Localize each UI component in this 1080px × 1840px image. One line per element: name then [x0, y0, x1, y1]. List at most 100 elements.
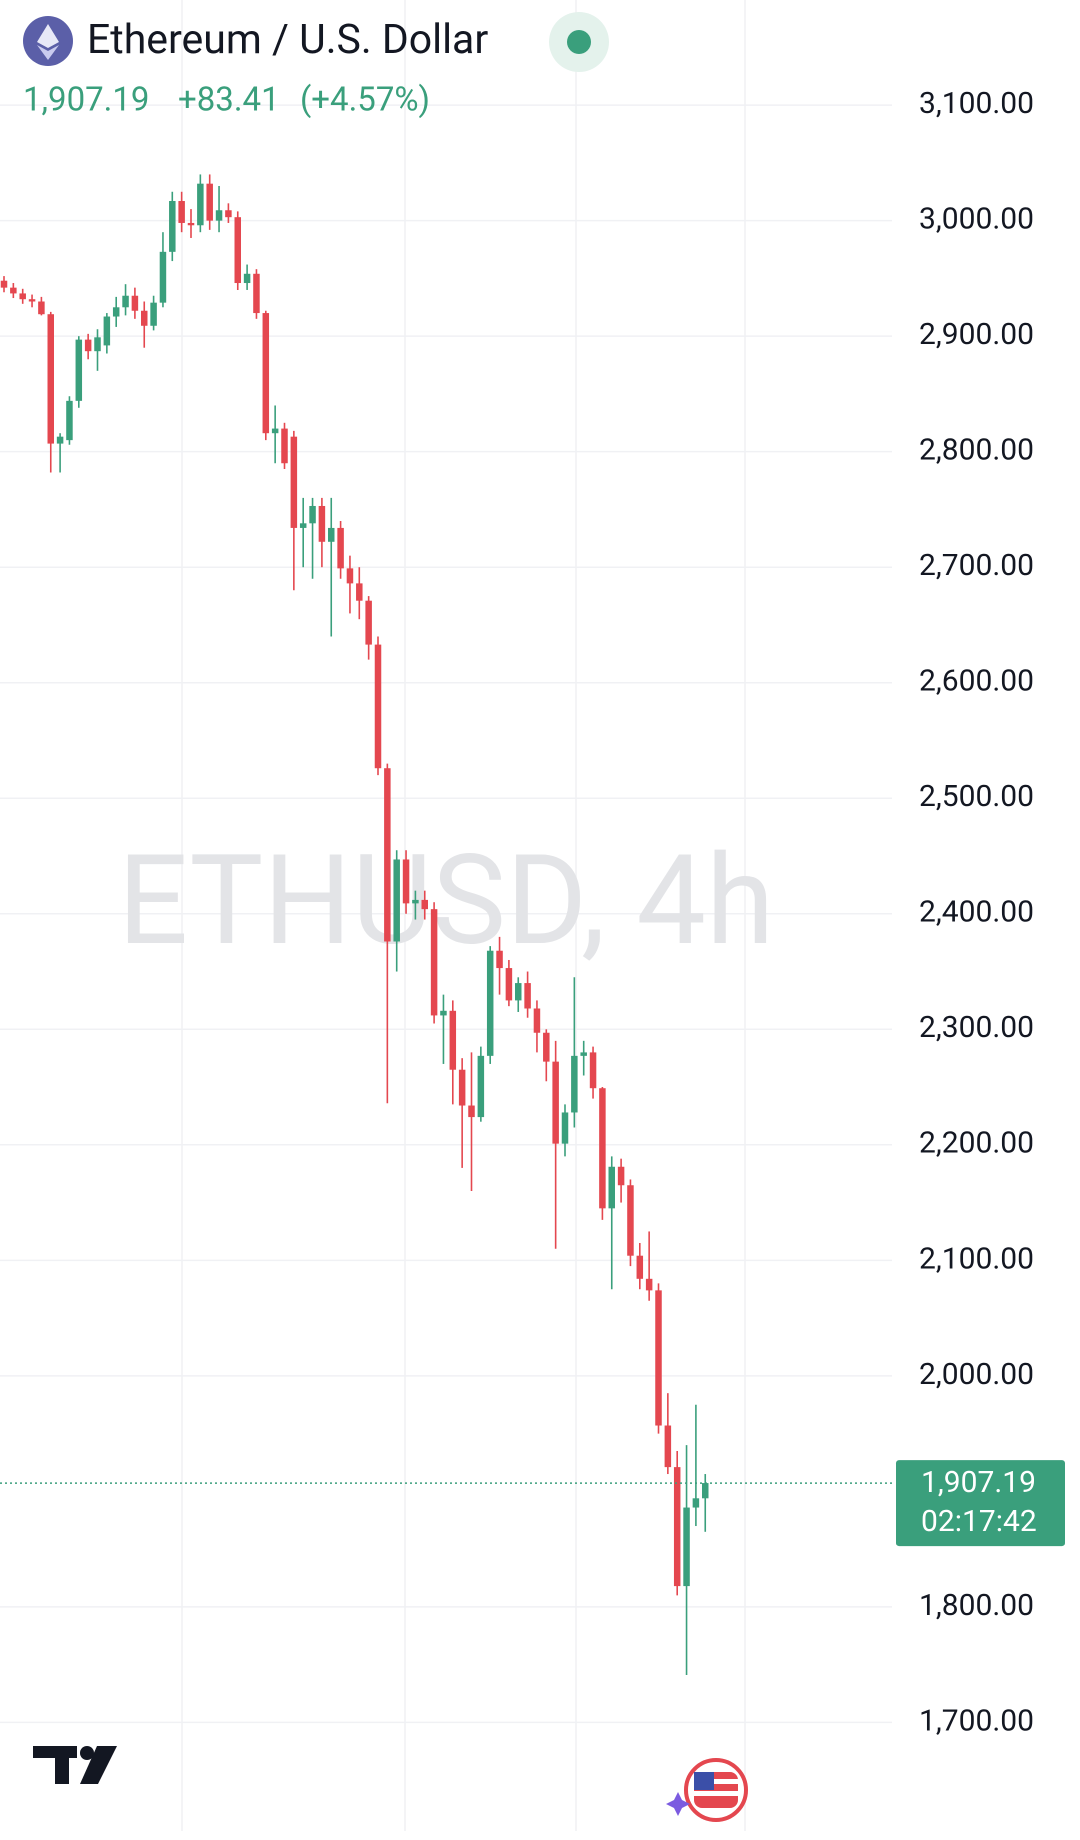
candle-body: [608, 1166, 615, 1209]
candle-body: [486, 950, 494, 1056]
candle-body: [131, 295, 139, 311]
candle-body: [571, 1055, 578, 1113]
candle-body: [215, 210, 223, 221]
candle-body: [505, 968, 513, 1001]
candle-body: [440, 1010, 447, 1016]
candle-body: [169, 201, 176, 252]
header: Ethereum / U.S. Dollar 1,907.19 +83.41 (…: [23, 12, 609, 120]
y-tick-label: 1,700.00: [919, 1703, 1034, 1738]
candle-body: [337, 527, 344, 569]
candle-body: [19, 293, 26, 300]
candle-body: [75, 339, 83, 401]
candle-body: [412, 899, 419, 904]
candle-body: [692, 1498, 700, 1508]
candle-body: [38, 301, 45, 315]
candles: [0, 174, 709, 1676]
y-tick-label: 2,800.00: [919, 433, 1034, 468]
candle-body: [515, 983, 522, 1001]
candle-body: [589, 1052, 597, 1089]
candle-body: [365, 600, 372, 645]
candle-body: [318, 505, 326, 542]
candle-body: [374, 644, 382, 769]
candle-body: [664, 1425, 672, 1468]
candle-body: [253, 273, 260, 314]
candle-body: [645, 1278, 653, 1291]
candle-body: [28, 299, 36, 302]
candle-body: [234, 217, 241, 284]
logo-part: [80, 1746, 117, 1784]
candle-body: [66, 400, 73, 441]
candle-body: [543, 1032, 550, 1062]
y-tick-label: 2,900.00: [919, 317, 1034, 352]
candle-body: [356, 583, 363, 601]
candle-body: [655, 1290, 662, 1426]
candle-body: [402, 859, 410, 904]
candle-body: [636, 1255, 644, 1279]
last-price-label: 1,907.19: [921, 1465, 1036, 1500]
flag-icon[interactable]: [666, 1758, 748, 1822]
candle-body: [0, 280, 8, 288]
candle-body: [580, 1052, 587, 1056]
price-axis: 1,700.00 1,800.00 2,000.00 2,100.00 2,200.00…: [919, 86, 1034, 1738]
status-dot: [567, 30, 591, 54]
candle-body: [673, 1467, 681, 1587]
candle-body: [178, 201, 185, 223]
y-tick-label: 2,100.00: [919, 1241, 1034, 1276]
candle-body: [225, 210, 232, 218]
candle-body: [477, 1055, 485, 1118]
y-tick-label: 2,700.00: [919, 548, 1034, 583]
candle-body: [458, 1069, 466, 1106]
tv-logo: [33, 1746, 117, 1784]
candle-body: [150, 302, 157, 326]
candle-body: [393, 859, 400, 942]
change-pct: (+4.57%): [300, 81, 430, 120]
logo-part: [80, 1746, 94, 1760]
candle-body: [271, 428, 279, 434]
candle-body: [281, 428, 288, 464]
candle-body: [449, 1010, 457, 1070]
candle-body: [10, 287, 17, 294]
candle-body: [599, 1088, 606, 1209]
candle-body: [309, 505, 316, 524]
candle-body: [617, 1166, 625, 1186]
candle-body: [262, 313, 270, 434]
candle-body: [94, 337, 101, 352]
flag-stripe: [694, 1779, 738, 1784]
candle-body: [328, 527, 335, 542]
candle-body: [384, 768, 391, 942]
last-price: 1,907.19 02:17:42: [0, 1460, 1065, 1547]
y-tick-label: 2,000.00: [919, 1357, 1034, 1392]
candle-body: [103, 316, 111, 346]
sparkle: [666, 1792, 690, 1816]
candle-body: [468, 1105, 475, 1118]
price-grid: [0, 104, 892, 1724]
candle-body: [84, 339, 92, 352]
candle-body: [496, 950, 503, 969]
y-tick-label: 2,300.00: [919, 1010, 1034, 1045]
candle-body: [683, 1507, 690, 1587]
candle-body: [533, 1008, 541, 1033]
candle-body: [346, 568, 354, 584]
eth-icon-top: [37, 24, 59, 48]
candle-body: [112, 307, 120, 317]
flag-canton: [694, 1772, 714, 1790]
candle-body: [290, 436, 298, 528]
candle-body: [702, 1483, 709, 1499]
candle-body: [187, 222, 195, 226]
price: 1,907.19: [23, 81, 149, 120]
candle-body: [552, 1061, 559, 1144]
logo-part: [55, 1746, 69, 1784]
y-tick-label: 2,500.00: [919, 779, 1034, 814]
candle-body: [141, 310, 148, 326]
candle-body: [524, 983, 531, 1009]
candle-body: [197, 183, 204, 226]
y-tick-label: 2,600.00: [919, 664, 1034, 699]
title: Ethereum / U.S. Dollar: [87, 16, 488, 64]
y-tick-label: 2,200.00: [919, 1126, 1034, 1161]
eth-icon-bottom: [37, 45, 59, 60]
watermark: ETHUSD, 4h: [118, 829, 775, 974]
countdown: 02:17:42: [921, 1504, 1037, 1539]
y-tick-label: 3,100.00: [919, 86, 1034, 121]
